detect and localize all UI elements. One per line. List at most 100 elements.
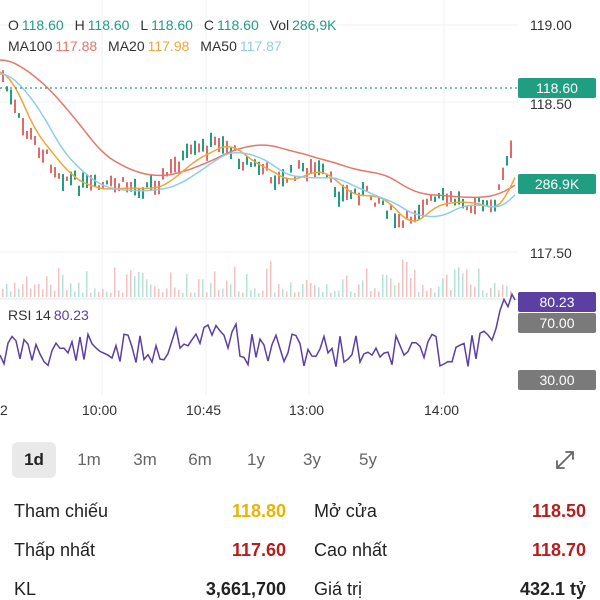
candle	[418, 204, 420, 220]
range-3m-button[interactable]: 3m	[133, 450, 157, 469]
candle	[430, 194, 432, 201]
volume-bar	[122, 292, 124, 297]
volume-bar	[294, 292, 296, 297]
volume-bar	[326, 284, 328, 297]
high-value: 118.60	[87, 17, 130, 33]
rsi-label: RSI 14	[8, 307, 51, 323]
volume-bar	[450, 289, 452, 297]
ref-price-label: Tham chiếu	[14, 501, 109, 521]
volume-bar	[498, 290, 500, 297]
candle	[346, 184, 348, 201]
candle	[258, 161, 260, 176]
volume-bar	[46, 276, 48, 297]
volume-bar	[502, 284, 504, 297]
range-1m-button[interactable]: 1m	[77, 450, 101, 469]
range-6m-button[interactable]: 6m	[188, 450, 212, 469]
candle	[442, 187, 444, 201]
volume-bar	[134, 276, 136, 297]
candle	[314, 162, 316, 179]
candle	[386, 210, 388, 219]
ma-legend: MA100 117.88 MA20 117.98 MA50 117.87	[8, 38, 289, 54]
volume-bar	[246, 273, 248, 297]
candle	[14, 99, 16, 113]
candle	[342, 184, 344, 202]
candle	[478, 196, 480, 203]
candle	[170, 159, 172, 174]
candle	[366, 185, 368, 192]
candle	[30, 127, 32, 140]
candle	[266, 162, 268, 171]
range-1y-button[interactable]: 1y	[247, 450, 265, 469]
volume-bar	[74, 291, 76, 297]
candle	[274, 175, 276, 190]
low-price-label: Thấp nhất	[14, 540, 96, 560]
time-tick-0: 2	[0, 402, 8, 418]
volume-bar	[230, 284, 232, 297]
volume-bar	[222, 288, 224, 297]
candle	[506, 156, 508, 166]
candle	[338, 191, 340, 207]
candle	[162, 168, 164, 180]
range-3y-button[interactable]: 3y	[303, 450, 321, 469]
candle	[62, 174, 64, 192]
volume-bar	[130, 270, 132, 297]
range-5y-button[interactable]: 5y	[359, 450, 377, 469]
volume-bar	[50, 284, 52, 297]
volume-bar	[14, 282, 16, 297]
volume-bar	[282, 289, 284, 297]
candle	[286, 178, 288, 183]
volume-bar	[98, 291, 100, 297]
candle	[178, 161, 180, 174]
range-1d-button[interactable]: 1d	[12, 442, 56, 478]
ref-price-value: 118.80	[231, 501, 286, 521]
rsi-legend: RSI 14 80.23	[8, 307, 96, 323]
volume-bar	[278, 284, 280, 297]
candle	[126, 182, 128, 193]
candle	[130, 181, 132, 192]
rsi-value: 80.23	[53, 307, 89, 323]
ma20-line	[0, 71, 516, 222]
volume-bar	[382, 274, 384, 297]
volume-bar	[370, 290, 372, 297]
volume-bar	[418, 292, 420, 297]
volume-bar	[314, 285, 316, 297]
volume-bar	[238, 291, 240, 297]
candle	[26, 130, 28, 139]
volume-bar	[62, 274, 64, 297]
volume-bar	[150, 284, 152, 297]
candle	[222, 136, 224, 154]
close-label: C	[203, 17, 214, 33]
candle	[406, 209, 408, 219]
candle	[262, 164, 264, 175]
close-value: 118.60	[216, 17, 259, 33]
candle	[250, 162, 252, 167]
candle	[82, 172, 84, 188]
candle	[38, 147, 40, 159]
volume-bar	[202, 279, 204, 297]
volume-bar	[338, 290, 340, 297]
ma100-label: MA100	[8, 38, 53, 54]
volume-bar	[410, 278, 412, 297]
candle	[278, 171, 280, 185]
candle	[58, 172, 60, 179]
candle	[470, 205, 472, 214]
volume-bar	[374, 288, 376, 297]
expand-icon[interactable]	[553, 448, 577, 472]
chart-area[interactable]: O 118.60 H 118.60 L 118.60 C 118.60 Vol 286,9…	[0, 0, 600, 425]
volume-bar	[358, 284, 360, 297]
low-label: L	[140, 17, 149, 33]
candle	[150, 175, 152, 190]
candle	[18, 113, 20, 118]
volume-bar	[494, 282, 496, 297]
candle	[426, 198, 428, 205]
price-chart[interactable]	[0, 0, 600, 425]
volume-bar	[414, 269, 416, 297]
candle	[206, 145, 208, 161]
candle	[382, 200, 384, 205]
volume-value: 286,9K	[292, 17, 337, 33]
volume-bar	[2, 288, 4, 297]
volume-bar	[422, 285, 424, 297]
volume-bar	[426, 290, 428, 297]
candle	[122, 176, 124, 182]
volume-bar	[394, 285, 396, 297]
